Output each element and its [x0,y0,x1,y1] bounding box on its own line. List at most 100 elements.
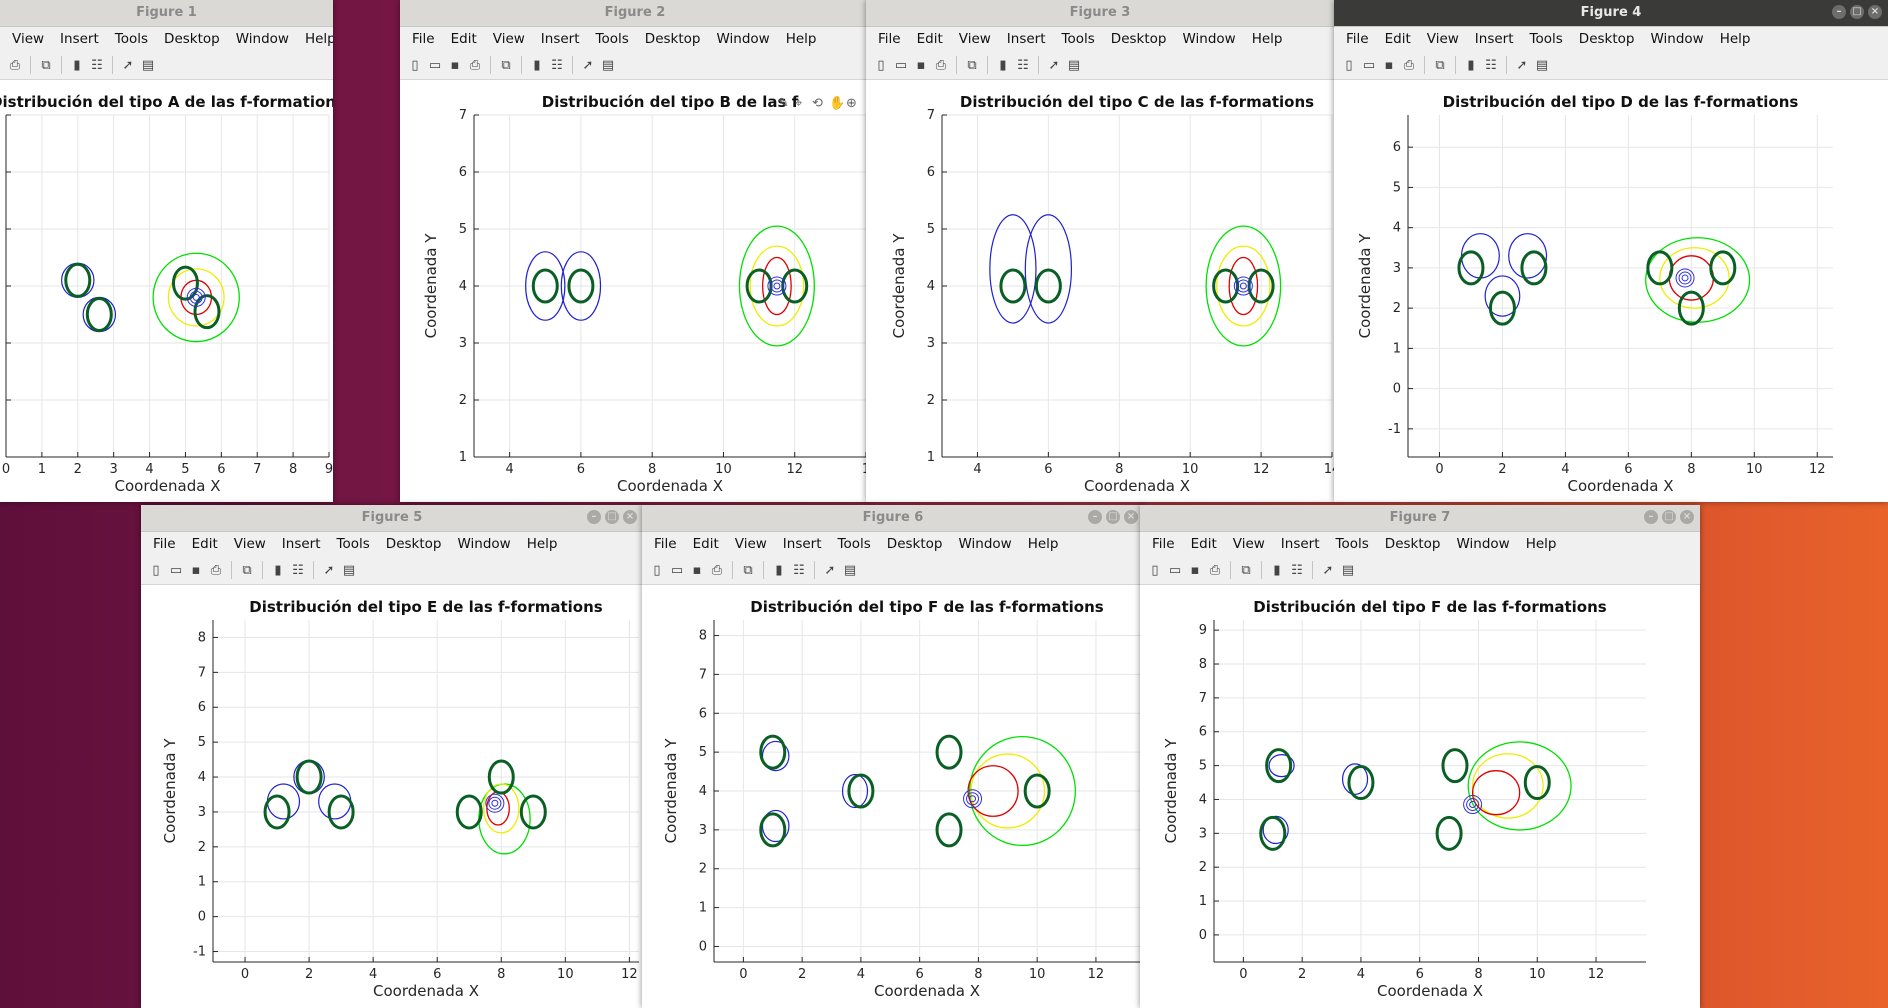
link-icon[interactable]: ⧉ [501,57,511,73]
legend-icon[interactable]: ☷ [91,57,103,73]
legend-icon[interactable]: ☷ [1017,57,1029,73]
open-file-icon[interactable]: ▭ [670,562,684,578]
new-file-icon[interactable]: ▯ [1345,57,1353,73]
menu-insert[interactable]: Insert [1280,536,1320,552]
legend-icon[interactable]: ☷ [793,562,805,578]
menu-desktop[interactable]: Desktop [644,31,701,47]
menu-view[interactable]: View [1232,536,1265,552]
open-file-icon[interactable]: ▭ [1362,57,1376,73]
window-titlebar[interactable]: Figure 3 [866,0,1334,27]
legend-icon[interactable]: ☷ [1485,57,1497,73]
minimize-icon[interactable]: – [1088,510,1102,524]
menu-insert[interactable]: Insert [782,536,822,552]
menu-file[interactable]: File [1152,536,1175,552]
maximize-icon[interactable]: □ [1850,5,1864,19]
menu-tools[interactable]: Tools [336,536,370,552]
menu-file[interactable]: File [1346,31,1369,47]
menu-insert[interactable]: Insert [1006,31,1046,47]
maximize-icon[interactable]: □ [1662,510,1676,524]
menu-window[interactable]: Window [235,31,289,47]
menu-insert[interactable]: Insert [60,31,99,47]
menu-tools[interactable]: Tools [1061,31,1095,47]
menu-tools[interactable]: Tools [1529,31,1563,47]
menu-insert[interactable]: Insert [540,31,580,47]
save-icon[interactable]: ▪ [916,57,926,73]
menu-edit[interactable]: Edit [1190,536,1217,552]
window-titlebar[interactable]: Figure 5 – □ × [141,505,643,532]
menu-window[interactable]: Window [457,536,511,552]
menu-insert[interactable]: Insert [281,536,321,552]
menu-help[interactable]: Help [1251,31,1283,47]
colorbar-icon[interactable]: ▮ [999,57,1007,73]
menu-view[interactable]: View [1426,31,1459,47]
property-editor-icon[interactable]: ▤ [601,57,615,73]
print-icon[interactable]: ⎙ [210,562,222,578]
menu-window[interactable]: Window [1456,536,1510,552]
figure-window-6[interactable]: Figure 6 – □ × File Edit View Insert Tools Deskto… [642,505,1144,1008]
legend-icon[interactable]: ☷ [292,562,304,578]
menu-help[interactable]: Help [526,536,558,552]
link-icon[interactable]: ⧉ [41,57,51,73]
figure-window-2[interactable]: Figure 2 File Edit View Insert Tools Desktop Wi… [400,0,870,502]
link-icon[interactable]: ⧉ [1241,562,1251,578]
colorbar-icon[interactable]: ▮ [274,562,282,578]
save-icon[interactable]: ▪ [692,562,702,578]
close-icon[interactable]: × [1868,5,1882,19]
link-icon[interactable]: ⧉ [967,57,977,73]
menu-desktop[interactable]: Desktop [1110,31,1167,47]
new-file-icon[interactable]: ▯ [411,57,419,73]
menu-desktop[interactable]: Desktop [886,536,943,552]
open-file-icon[interactable]: ▭ [169,562,183,578]
menu-edit[interactable]: Edit [191,536,218,552]
save-icon[interactable]: ▪ [1190,562,1200,578]
menu-desktop[interactable]: Desktop [1384,536,1441,552]
window-titlebar[interactable]: Figure 6 – □ × [642,505,1144,532]
menu-edit[interactable]: Edit [916,31,943,47]
menu-view[interactable]: View [958,31,991,47]
menu-help[interactable]: Help [1719,31,1751,47]
property-editor-icon[interactable]: ▤ [1067,57,1081,73]
link-icon[interactable]: ⧉ [743,562,753,578]
menu-help[interactable]: Help [1027,536,1059,552]
minimize-icon[interactable]: – [587,510,601,524]
legend-icon[interactable]: ☷ [1291,562,1303,578]
minimize-icon[interactable]: – [1832,5,1846,19]
data-cursor-icon[interactable]: ⌖ [795,96,803,111]
menu-view[interactable]: View [492,31,525,47]
menu-insert[interactable]: Insert [1474,31,1514,47]
colorbar-icon[interactable]: ▮ [775,562,783,578]
menu-desktop[interactable]: Desktop [1578,31,1635,47]
menu-file[interactable]: File [878,31,901,47]
property-editor-icon[interactable]: ▤ [141,57,155,73]
save-icon[interactable]: ▪ [1384,57,1394,73]
new-file-icon[interactable]: ▯ [653,562,661,578]
menu-tools[interactable]: Tools [114,31,149,47]
link-icon[interactable]: ⧉ [1435,57,1445,73]
colorbar-icon[interactable]: ▮ [1467,57,1475,73]
pointer-icon[interactable]: ➚ [323,562,335,578]
property-editor-icon[interactable]: ▤ [843,562,857,578]
menu-window[interactable]: Window [1182,31,1236,47]
colorbar-icon[interactable]: ▮ [533,57,541,73]
minimize-icon[interactable]: – [1644,510,1658,524]
menu-view[interactable]: View [233,536,266,552]
menu-view[interactable]: View [734,536,767,552]
print-icon[interactable]: ⎙ [9,57,21,73]
figure-window-1[interactable]: Figure 1 View Insert Tools Desktop Window Help… [0,0,333,502]
print-icon[interactable]: ⎙ [469,57,481,73]
window-titlebar[interactable]: Figure 1 [0,0,333,27]
menu-edit[interactable]: Edit [450,31,477,47]
window-titlebar[interactable]: Figure 4 – □ × [1334,0,1888,27]
menu-tools[interactable]: Tools [1335,536,1369,552]
property-editor-icon[interactable]: ▤ [1341,562,1355,578]
menu-help[interactable]: Help [1525,536,1557,552]
menu-tools[interactable]: Tools [595,31,629,47]
menu-file[interactable]: File [153,536,176,552]
print-icon[interactable]: ⎙ [1209,562,1221,578]
zoom-in-icon[interactable]: ⊕ [846,96,857,111]
pointer-icon[interactable]: ➚ [824,562,836,578]
property-editor-icon[interactable]: ▤ [342,562,356,578]
window-titlebar[interactable]: Figure 2 [400,0,870,27]
pointer-icon[interactable]: ➚ [122,57,134,73]
colorbar-icon[interactable]: ▮ [73,57,81,73]
